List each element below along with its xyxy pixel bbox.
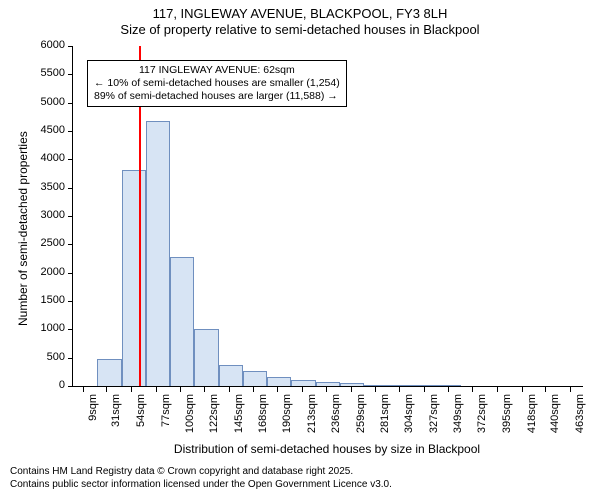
x-tick	[497, 386, 498, 392]
y-tick-label: 4500	[41, 124, 73, 136]
x-tick-label: 100sqm	[184, 394, 196, 444]
x-tick	[253, 386, 254, 392]
y-tick-label: 3000	[41, 209, 73, 221]
x-tick	[326, 386, 327, 392]
x-tick-label: 9sqm	[87, 394, 99, 444]
histogram-bar	[170, 257, 194, 386]
chart-title: 117, INGLEWAY AVENUE, BLACKPOOL, FY3 8LH…	[0, 0, 600, 39]
x-tick	[131, 386, 132, 392]
x-axis-label: Distribution of semi-detached houses by …	[72, 442, 582, 456]
footer-line-1: Contains HM Land Registry data © Crown c…	[10, 466, 392, 479]
x-tick-label: 463sqm	[574, 394, 586, 444]
x-tick	[545, 386, 546, 392]
x-tick-label: 190sqm	[281, 394, 293, 444]
chart-footer: Contains HM Land Registry data © Crown c…	[10, 466, 392, 491]
histogram-bar	[267, 377, 291, 386]
x-tick-label: 259sqm	[355, 394, 367, 444]
y-tick-label: 0	[59, 379, 73, 391]
y-tick-label: 5500	[41, 67, 73, 79]
x-tick	[302, 386, 303, 392]
x-tick	[229, 386, 230, 392]
x-tick-label: 327sqm	[428, 394, 440, 444]
y-tick-label: 6000	[41, 39, 73, 51]
x-tick-label: 418sqm	[526, 394, 538, 444]
title-line-2: Size of property relative to semi-detach…	[0, 22, 600, 38]
x-tick	[204, 386, 205, 392]
chart-container: 117, INGLEWAY AVENUE, BLACKPOOL, FY3 8LH…	[0, 0, 600, 500]
x-tick	[399, 386, 400, 392]
y-tick-label: 4000	[41, 152, 73, 164]
x-tick	[448, 386, 449, 392]
x-tick-label: 77sqm	[160, 394, 172, 444]
x-tick	[83, 386, 84, 392]
x-tick	[277, 386, 278, 392]
histogram-bar	[97, 359, 121, 386]
y-tick-label: 500	[47, 351, 73, 363]
x-tick	[424, 386, 425, 392]
y-tick-label: 1500	[41, 294, 73, 306]
x-tick	[375, 386, 376, 392]
x-tick-label: 395sqm	[501, 394, 513, 444]
x-tick-label: 213sqm	[306, 394, 318, 444]
x-tick-label: 440sqm	[549, 394, 561, 444]
annotation-line: 117 INGLEWAY AVENUE: 62sqm	[94, 64, 340, 77]
x-tick	[472, 386, 473, 392]
x-tick-label: 304sqm	[403, 394, 415, 444]
annotation-line: 89% of semi-detached houses are larger (…	[94, 90, 340, 103]
y-tick-label: 3500	[41, 181, 73, 193]
title-line-1: 117, INGLEWAY AVENUE, BLACKPOOL, FY3 8LH	[0, 6, 600, 22]
footer-line-2: Contains public sector information licen…	[10, 479, 392, 492]
x-tick-label: 281sqm	[379, 394, 391, 444]
x-tick-label: 168sqm	[257, 394, 269, 444]
histogram-bar	[364, 385, 388, 386]
histogram-bar	[219, 365, 243, 386]
histogram-bar	[291, 380, 315, 386]
x-tick	[156, 386, 157, 392]
histogram-bar	[437, 385, 461, 386]
x-tick-label: 122sqm	[208, 394, 220, 444]
y-tick-label: 1000	[41, 322, 73, 334]
histogram-bar	[316, 382, 340, 386]
annotation-line: ← 10% of semi-detached houses are smalle…	[94, 77, 340, 90]
y-axis-label: Number of semi-detached properties	[16, 131, 30, 326]
annotation-box: 117 INGLEWAY AVENUE: 62sqm← 10% of semi-…	[87, 60, 347, 107]
x-tick-label: 54sqm	[135, 394, 147, 444]
histogram-bar	[388, 385, 412, 386]
x-tick-label: 145sqm	[233, 394, 245, 444]
x-tick	[522, 386, 523, 392]
x-tick-label: 372sqm	[476, 394, 488, 444]
y-tick-label: 2500	[41, 237, 73, 249]
x-tick	[180, 386, 181, 392]
x-tick-label: 349sqm	[452, 394, 464, 444]
y-tick-label: 5000	[41, 96, 73, 108]
histogram-bar	[122, 170, 146, 386]
histogram-bar	[243, 371, 267, 386]
x-tick	[570, 386, 571, 392]
plot-area: 0500100015002000250030003500400045005000…	[72, 46, 583, 387]
x-tick	[351, 386, 352, 392]
x-tick-label: 31sqm	[110, 394, 122, 444]
x-tick	[106, 386, 107, 392]
x-tick-label: 236sqm	[330, 394, 342, 444]
y-tick-label: 2000	[41, 266, 73, 278]
histogram-bar	[194, 329, 218, 386]
histogram-bar	[146, 121, 170, 386]
